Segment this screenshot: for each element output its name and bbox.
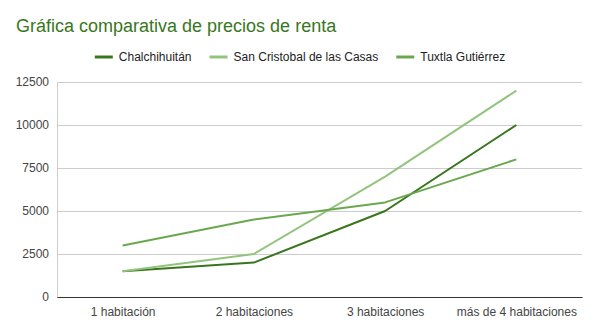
y-tick: 0 <box>42 290 57 304</box>
grid-line <box>57 82 582 83</box>
y-tick-label: 5000 <box>22 204 49 218</box>
legend-swatch <box>95 56 113 59</box>
y-tick-label: 2500 <box>22 247 49 261</box>
x-tick: 3 habitaciones <box>347 297 424 319</box>
grid-line <box>57 297 582 298</box>
legend-label: San Cristobal de las Casas <box>234 50 379 64</box>
series-line <box>123 159 517 245</box>
x-tick: 2 habitaciones <box>216 297 293 319</box>
y-tick-label: 7500 <box>22 161 49 175</box>
legend: Chalchihuitán San Cristobal de las Casas T… <box>95 50 505 64</box>
y-tick-label: 10000 <box>16 118 50 132</box>
x-tick-label: 2 habitaciones <box>216 305 293 319</box>
series-line <box>123 125 517 271</box>
series-line <box>123 91 517 272</box>
grid-line <box>57 254 582 255</box>
y-tick-label: 12500 <box>16 75 50 89</box>
legend-item: San Cristobal de las Casas <box>210 50 379 64</box>
title: Gráfica comparativa de precios de renta <box>16 16 337 36</box>
chart: 0 2500 5000 7500 10000 12500 1 habitación 2 hab… <box>0 0 600 335</box>
y-tick: 10000 <box>16 118 57 132</box>
legend-swatch <box>210 56 228 59</box>
y-tick: 12500 <box>16 75 57 89</box>
y-tick: 2500 <box>22 247 57 261</box>
x-axis: 1 habitación 2 habitaciones 3 habitaciones… <box>58 297 583 319</box>
x-tick-label: 3 habitaciones <box>347 305 424 319</box>
grid-line <box>57 168 582 169</box>
y-axis-line <box>57 83 58 298</box>
legend-swatch <box>396 56 414 59</box>
legend-label: Tuxtla Gutiérrez <box>420 50 505 64</box>
x-tick: 1 habitación <box>91 297 156 319</box>
x-tick: más de 4 habitaciones <box>457 297 577 319</box>
x-tick-label: 1 habitación <box>91 305 156 319</box>
grid-line <box>57 125 582 126</box>
legend-label: Chalchihuitán <box>119 50 192 64</box>
x-tick-label: más de 4 habitaciones <box>457 305 577 319</box>
y-axis: 0 2500 5000 7500 10000 12500 <box>16 75 58 304</box>
legend-item: Chalchihuitán <box>95 50 192 64</box>
y-tick-label: 0 <box>42 290 49 304</box>
lines <box>123 91 517 272</box>
x-axis-line <box>58 297 583 298</box>
grid <box>57 82 582 297</box>
y-tick: 5000 <box>22 204 57 218</box>
legend-item: Tuxtla Gutiérrez <box>396 50 505 64</box>
y-tick: 7500 <box>22 161 57 175</box>
